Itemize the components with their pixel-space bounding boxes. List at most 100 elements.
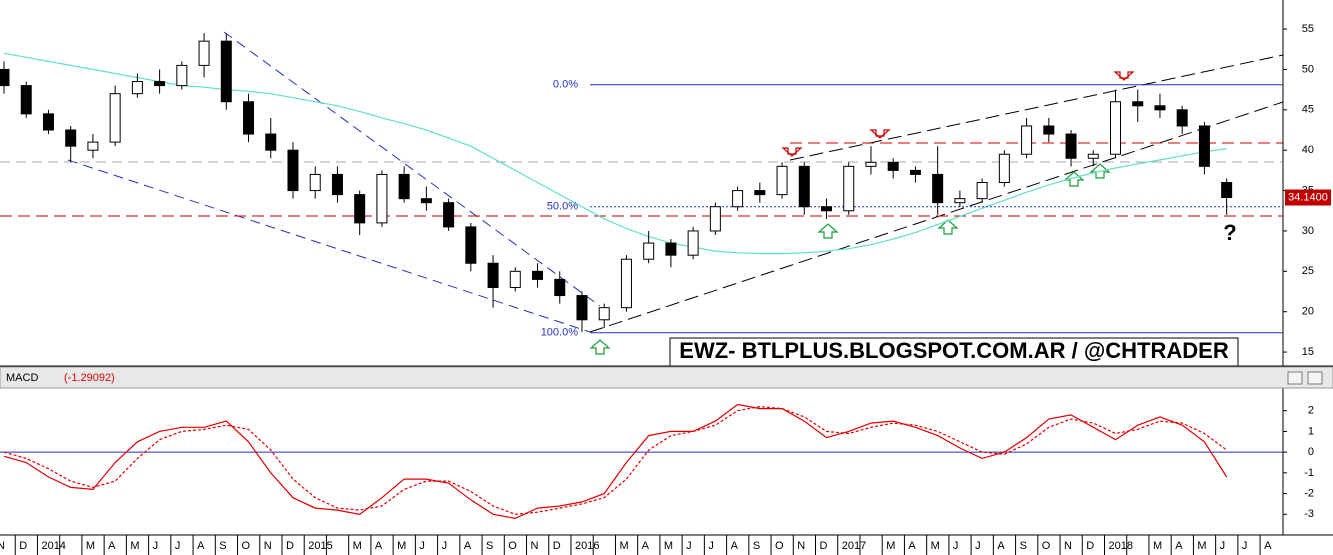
- candle-body: [42, 113, 54, 131]
- candle-body: [1176, 109, 1188, 127]
- x-tick-label: A: [464, 540, 472, 552]
- trend-line: [223, 31, 601, 307]
- drawings: [0, 0, 1333, 536]
- x-tick-label: J: [419, 540, 425, 552]
- candle-body: [1110, 101, 1121, 155]
- candle-body: [932, 173, 944, 204]
- y-tick-label: 0: [1308, 446, 1314, 458]
- x-tick-label: D: [19, 540, 27, 552]
- candle-body: [887, 161, 899, 171]
- candle-body: [20, 85, 32, 115]
- last-price-box: [1285, 189, 1331, 206]
- x-tick-label: A: [642, 540, 650, 552]
- candle-body: [376, 173, 388, 224]
- line-series: [3, 405, 1228, 515]
- candle-body: [1221, 182, 1233, 199]
- candle-body: [131, 81, 143, 95]
- x-tick-label: N: [0, 540, 5, 552]
- x-tick-label: A: [908, 540, 916, 552]
- candle-body: [0, 68, 10, 87]
- x-tick-label: A: [1175, 540, 1183, 552]
- x-tick-label: O: [242, 540, 251, 552]
- macd-value: (-1.29092): [64, 372, 115, 384]
- candle-body: [532, 270, 544, 280]
- candle-body: [1087, 153, 1099, 159]
- candle-body: [1198, 125, 1210, 167]
- y-tick-label: 15: [1302, 346, 1314, 358]
- x-tick-label: M: [86, 540, 95, 552]
- candle-body: [309, 173, 321, 192]
- candle-body: [1065, 133, 1077, 159]
- y-tick-label: 30: [1302, 225, 1314, 237]
- x-tick-label: A: [108, 540, 116, 552]
- candle-body: [443, 202, 455, 228]
- y-tick-label: 45: [1302, 104, 1314, 116]
- candle-body: [487, 262, 499, 288]
- candle-body: [1154, 105, 1166, 111]
- x-tick-label: M: [1153, 540, 1162, 552]
- arrow: [869, 129, 891, 139]
- candle-body: [1132, 101, 1144, 107]
- candle-body: [620, 258, 632, 309]
- down-arrows: [781, 71, 1135, 157]
- x-tick-label: O: [508, 540, 517, 552]
- candle-body: [109, 93, 121, 143]
- y-tick-label: -1: [1304, 467, 1314, 479]
- arrow: [589, 339, 611, 355]
- candle-body: [154, 81, 166, 87]
- candle-body: [287, 149, 299, 192]
- x-tick-label: A: [997, 540, 1005, 552]
- x-tick-label: N: [264, 540, 272, 552]
- candle-body: [1021, 125, 1033, 155]
- x-tick-label: A: [1264, 540, 1272, 552]
- arrow: [937, 219, 959, 235]
- candle-body: [265, 133, 277, 151]
- candle-body: [220, 40, 232, 103]
- x-tick-label: 2017: [842, 540, 866, 552]
- candle-body: [798, 165, 810, 208]
- candle-body: [1043, 125, 1055, 135]
- question-mark: ?: [1223, 220, 1236, 245]
- candle-body: [465, 226, 477, 264]
- y-tick-label: 40: [1302, 144, 1314, 156]
- x-tick-label: M: [619, 540, 628, 552]
- x-tick-label: A: [197, 540, 205, 552]
- line-series: [3, 403, 1228, 520]
- candle-body: [87, 141, 99, 151]
- candle-body: [687, 230, 699, 256]
- up-arrows: [589, 163, 1111, 355]
- x-tick-label: M: [1197, 540, 1206, 552]
- candle-body: [709, 206, 721, 232]
- candle-body: [954, 198, 966, 204]
- y-tick-label: 20: [1302, 306, 1314, 318]
- candle-body: [732, 190, 744, 208]
- close-button[interactable]: [1307, 371, 1323, 385]
- x-tick-label: M: [353, 540, 362, 552]
- x-tick-label: S: [219, 540, 226, 552]
- restore-button[interactable]: [1287, 371, 1303, 385]
- fib-label: 0.0%: [553, 79, 578, 91]
- x-tick-label: M: [397, 540, 406, 552]
- y-tick-label: 25: [1302, 265, 1314, 277]
- candle-body: [331, 173, 343, 196]
- line-series: [3, 52, 1227, 255]
- y-tick-label: -2: [1304, 487, 1314, 499]
- watermark-box: [669, 337, 1239, 367]
- candle-body: [198, 40, 210, 66]
- candle-body: [354, 194, 366, 224]
- x-tick-label: D: [286, 540, 294, 552]
- trend-line: [589, 101, 1284, 333]
- x-tick-label: N: [797, 540, 805, 552]
- x-tick-label: J: [175, 540, 181, 552]
- y-tick-label: 50: [1302, 63, 1314, 75]
- x-tick-label: S: [753, 540, 760, 552]
- x-tick-label: J: [686, 540, 692, 552]
- fib-label: 50.0%: [547, 201, 578, 213]
- candle-body: [509, 270, 521, 288]
- x-tick-label: J: [953, 540, 959, 552]
- candle-body: [998, 153, 1010, 183]
- candle-body: [398, 173, 410, 200]
- candle-body: [821, 206, 833, 212]
